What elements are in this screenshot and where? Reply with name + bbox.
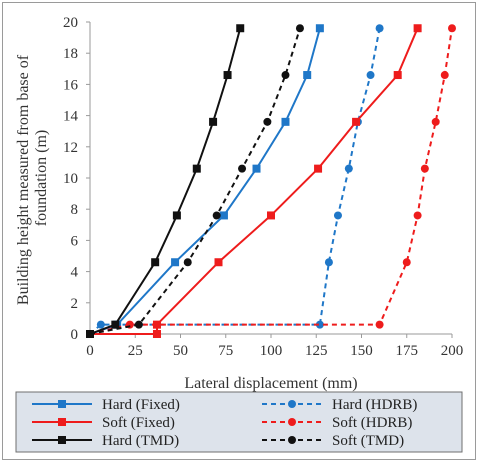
legend-item-hard-hdrb: Hard (HDRB) — [262, 397, 417, 413]
data-point — [288, 436, 296, 444]
y-axis-title: Building height measured from base of fo… — [15, 51, 50, 305]
y-tick-label: 0 — [71, 327, 79, 343]
legend-label: Hard (TMD) — [102, 433, 179, 449]
data-point — [413, 211, 422, 220]
data-point — [192, 164, 201, 173]
legend-item-soft-hdrb: Soft (HDRB) — [262, 415, 412, 431]
series-soft-fixed — [86, 24, 422, 338]
y-axis-title-line-2: foundation (m) — [33, 130, 50, 226]
legend-item-soft-tmd: Soft (TMD) — [262, 433, 404, 449]
y-axis: 0 2 4 6 8 10 12 14 16 18 20 — [63, 15, 91, 343]
data-point — [151, 258, 160, 267]
data-point — [366, 71, 375, 80]
data-point — [344, 164, 353, 173]
data-point — [183, 258, 192, 267]
data-point — [152, 320, 161, 329]
series-line — [89, 27, 242, 335]
x-tick-label: 175 — [396, 343, 419, 359]
data-point — [134, 320, 143, 329]
y-tick-label: 16 — [63, 77, 79, 93]
data-point — [171, 258, 180, 267]
y-tick-label: 10 — [63, 171, 78, 187]
x-tick-label: 200 — [441, 343, 464, 359]
x-axis: 0 25 50 75 100 125 150 175 200 — [86, 333, 464, 359]
data-point — [58, 400, 66, 408]
data-point — [58, 436, 66, 444]
data-point — [431, 117, 440, 126]
data-point — [223, 71, 232, 80]
x-tick-label: 25 — [128, 343, 143, 359]
y-tick-label: 18 — [63, 46, 78, 62]
data-point — [375, 320, 384, 329]
data-point — [420, 164, 429, 173]
legend-label: Soft (TMD) — [332, 433, 404, 449]
series-soft-tmd — [86, 24, 304, 338]
data-point — [263, 117, 272, 126]
x-tick-label: 150 — [350, 343, 373, 359]
data-point — [209, 117, 218, 126]
data-point — [96, 320, 105, 329]
data-point — [219, 211, 228, 220]
series-line — [89, 27, 301, 335]
series-line — [89, 27, 321, 335]
x-tick-label: 50 — [173, 343, 188, 359]
data-point — [315, 24, 324, 33]
data-point — [413, 24, 422, 33]
data-point — [314, 164, 323, 173]
y-tick-label: 6 — [71, 233, 79, 249]
data-point — [111, 320, 120, 329]
data-point — [288, 418, 296, 426]
y-axis-title-line-1: Building height measured from base of — [15, 54, 32, 305]
y-tick-label: 2 — [71, 296, 79, 312]
series-hard-fixed — [86, 24, 324, 338]
data-point — [288, 400, 296, 408]
legend: Hard (Fixed) Hard (HDRB) Soft (Fixed) Soft … — [15, 391, 463, 453]
y-tick-label: 20 — [63, 15, 78, 31]
data-point — [212, 211, 221, 220]
y-tick-label: 8 — [71, 202, 79, 218]
data-point — [303, 71, 312, 80]
y-tick-label: 14 — [63, 109, 79, 125]
data-point — [393, 71, 402, 80]
legend-item-soft-fixed: Soft (Fixed) — [32, 415, 175, 431]
legend-item-hard-fixed: Hard (Fixed) — [32, 397, 180, 413]
data-point — [152, 330, 161, 338]
data-point — [281, 117, 290, 126]
legend-label: Hard (HDRB) — [332, 397, 417, 413]
data-point — [86, 330, 94, 338]
data-point — [238, 164, 247, 173]
data-point — [315, 320, 324, 329]
data-point — [448, 24, 456, 33]
data-point — [214, 258, 223, 267]
data-point — [172, 211, 181, 220]
data-point — [402, 258, 411, 267]
x-tick-label: 75 — [218, 343, 233, 359]
y-tick-label: 12 — [63, 140, 78, 156]
data-point — [352, 117, 361, 126]
data-point — [333, 211, 342, 220]
data-point — [281, 71, 290, 80]
legend-label: Soft (Fixed) — [102, 415, 175, 431]
x-tick-label: 0 — [86, 343, 94, 359]
x-axis-title: Lateral displacement (mm) — [184, 375, 357, 392]
x-tick-label: 100 — [260, 343, 283, 359]
legend-label: Soft (HDRB) — [332, 415, 412, 431]
data-point — [440, 71, 449, 80]
data-point — [267, 211, 275, 220]
data-point — [252, 164, 261, 173]
series-layer — [86, 24, 456, 338]
data-point — [295, 24, 304, 33]
x-tick-label: 125 — [305, 343, 328, 359]
data-point — [236, 24, 245, 33]
series-hard-hdrb — [86, 24, 384, 338]
data-point — [58, 418, 66, 426]
legend-label: Hard (Fixed) — [102, 397, 180, 413]
data-point — [324, 258, 333, 267]
data-point — [375, 24, 384, 33]
y-tick-label: 4 — [71, 265, 79, 281]
legend-item-hard-tmd: Hard (TMD) — [32, 433, 179, 449]
series-line — [89, 28, 381, 335]
